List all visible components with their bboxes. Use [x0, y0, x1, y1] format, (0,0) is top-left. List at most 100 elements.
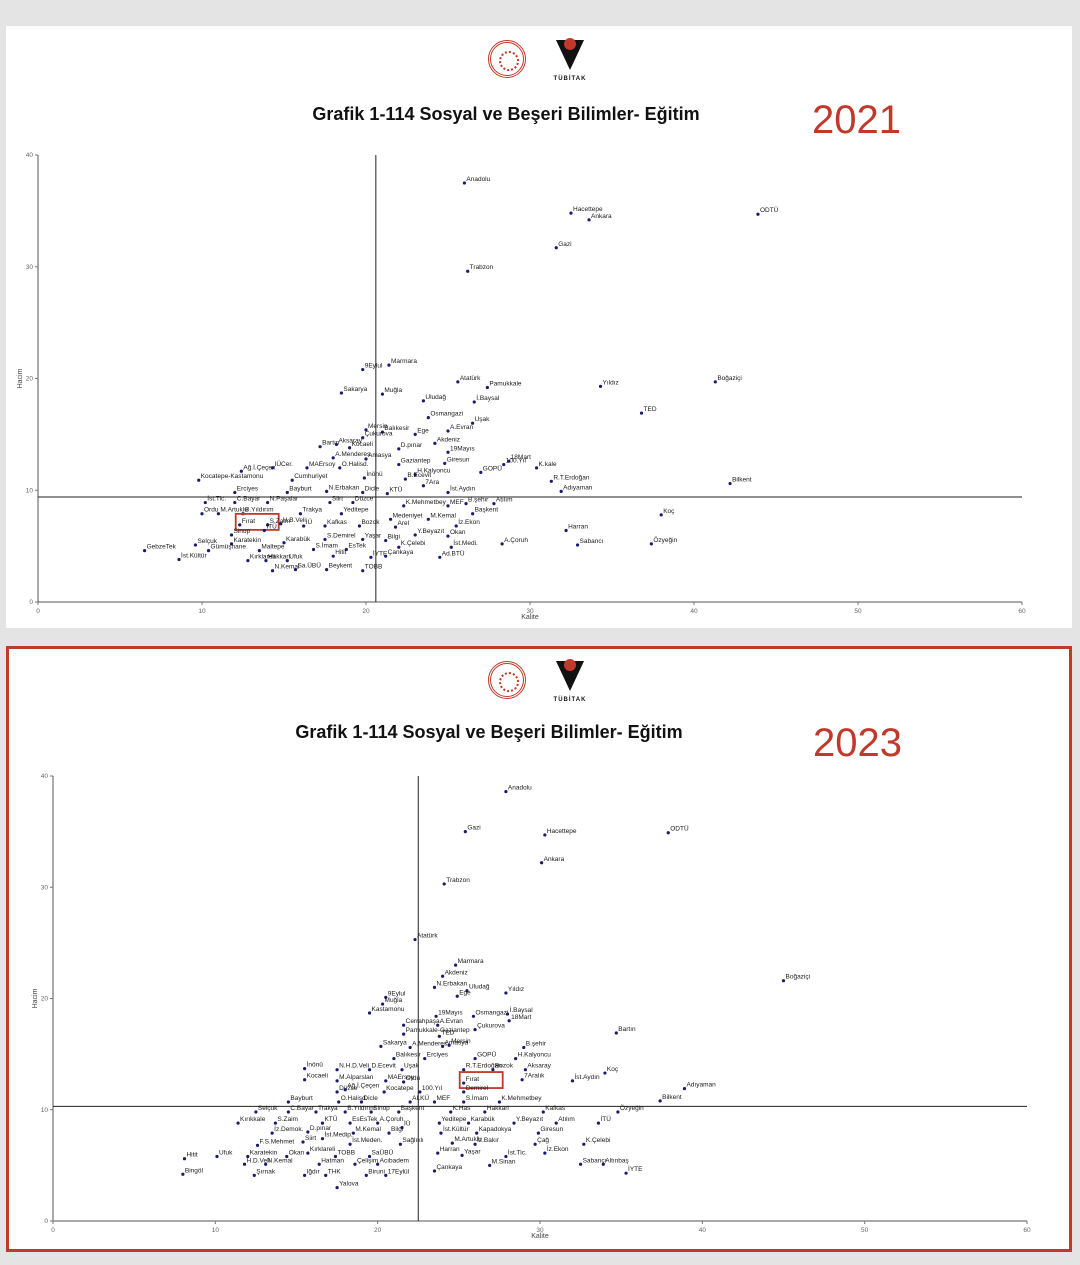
point-label: Kastamonu	[372, 1006, 405, 1013]
data-point	[331, 456, 335, 460]
data-point	[351, 1131, 355, 1135]
data-point	[320, 1137, 325, 1141]
data-point	[293, 567, 298, 572]
data-point	[473, 1056, 477, 1061]
point-label: K.Mehmetbey	[501, 1095, 542, 1102]
point-label: İÜ	[306, 517, 313, 526]
data-point	[203, 500, 207, 505]
point-label: Kırklareli	[310, 1146, 335, 1153]
data-point	[543, 1151, 547, 1155]
point-label: D.pınar	[310, 1125, 332, 1132]
point-label: O.Halisd.	[341, 1095, 368, 1102]
point-label: Balıkesir	[396, 1052, 422, 1059]
highlight-box	[458, 1071, 504, 1089]
data-point	[273, 1121, 277, 1125]
point-label: Sa.ÜBÜ	[297, 562, 321, 570]
data-point	[264, 1162, 268, 1166]
data-point	[348, 1142, 352, 1146]
data-point	[361, 569, 365, 573]
point-label: Bingöl	[185, 1167, 204, 1174]
point-label: Bayburt	[290, 1095, 313, 1102]
point-label: H.B.Veli	[283, 517, 306, 524]
point-label: KTÜ	[389, 486, 402, 494]
point-label: ODTÜ	[760, 206, 779, 214]
point-label: Muğla	[385, 997, 403, 1004]
point-label: Trabzon	[470, 264, 494, 271]
point-label: Ufuk	[289, 554, 303, 561]
point-label: İst.Aydın	[450, 483, 476, 492]
point-label: N.Paşalar	[270, 496, 299, 503]
point-label: 9Eylul	[388, 990, 406, 997]
data-point	[601, 1162, 605, 1166]
logo-row: TÜBİTAK	[6, 38, 1072, 90]
point-label: Çağ	[537, 1137, 549, 1144]
data-point	[246, 559, 250, 563]
point-label: Yeditepe	[343, 507, 368, 514]
data-point	[446, 490, 450, 495]
point-label: Uşak	[475, 416, 491, 423]
point-label: 19Mayıs	[450, 445, 475, 452]
data-point	[397, 447, 401, 451]
data-point	[343, 1088, 347, 1092]
data-point	[578, 1162, 583, 1166]
point-label: İz.Demok.	[274, 1124, 303, 1133]
y-tick-label: 20	[26, 376, 34, 383]
data-point	[197, 478, 201, 482]
data-point	[475, 1131, 479, 1135]
data-point	[303, 1066, 307, 1071]
point-label: ALKÜ	[412, 1094, 429, 1102]
point-label: Pamukkale-Gaziantep	[406, 1027, 470, 1034]
data-point	[397, 1110, 401, 1114]
data-point	[402, 1023, 406, 1027]
data-point	[541, 1110, 545, 1114]
data-point	[507, 459, 511, 463]
point-label: MAErsoy	[388, 1074, 415, 1081]
data-point	[491, 1068, 495, 1072]
point-label: 17Eylül	[388, 1168, 410, 1175]
data-point	[488, 1163, 492, 1167]
data-point	[666, 831, 670, 835]
data-point	[238, 523, 242, 527]
point-label: İst.Aydın	[574, 1072, 600, 1081]
point-label: Ağ.İ.Çeçen	[243, 462, 276, 471]
point-label: Düzce	[355, 496, 374, 503]
data-point	[450, 1141, 454, 1145]
point-label: Erciyes	[427, 1052, 449, 1059]
point-label: Okan	[289, 1149, 305, 1156]
point-label: 18Mart	[511, 454, 531, 461]
point-label: Sakarya	[343, 386, 367, 393]
point-label: K.Mehmetbey	[406, 499, 447, 506]
y-tick-label: 10	[26, 487, 34, 494]
data-point	[339, 512, 343, 516]
year-label: 2021	[812, 98, 901, 142]
point-label: Boğaziçi	[786, 974, 811, 981]
point-label: İnönü	[366, 469, 383, 478]
point-label: Uşak	[404, 1063, 420, 1070]
data-point	[335, 1186, 339, 1190]
point-label: Başkent	[475, 507, 499, 514]
data-point	[453, 963, 458, 967]
data-point	[361, 537, 365, 542]
data-point	[421, 399, 425, 403]
x-tick-label: 0	[51, 1227, 55, 1234]
data-point	[317, 1162, 321, 1166]
data-point	[456, 380, 460, 384]
data-point	[432, 1100, 437, 1104]
data-point	[242, 1162, 247, 1166]
y-tick-label: 20	[41, 996, 49, 1003]
point-label: F.S.Mehmet	[260, 1138, 295, 1145]
data-point	[266, 523, 270, 527]
point-label: Bilkent	[732, 477, 752, 484]
data-point	[233, 500, 237, 505]
point-label: EsTek	[348, 542, 366, 549]
data-point	[479, 470, 483, 474]
data-point	[323, 524, 327, 528]
point-label: C.Bayar	[237, 496, 261, 503]
data-point	[471, 1014, 476, 1018]
data-point	[286, 1110, 290, 1114]
data-point	[649, 542, 653, 546]
data-point	[436, 1023, 440, 1027]
point-label: K.Çelebi	[401, 540, 426, 547]
data-point	[270, 569, 275, 573]
point-label: Kafkas	[545, 1105, 566, 1112]
